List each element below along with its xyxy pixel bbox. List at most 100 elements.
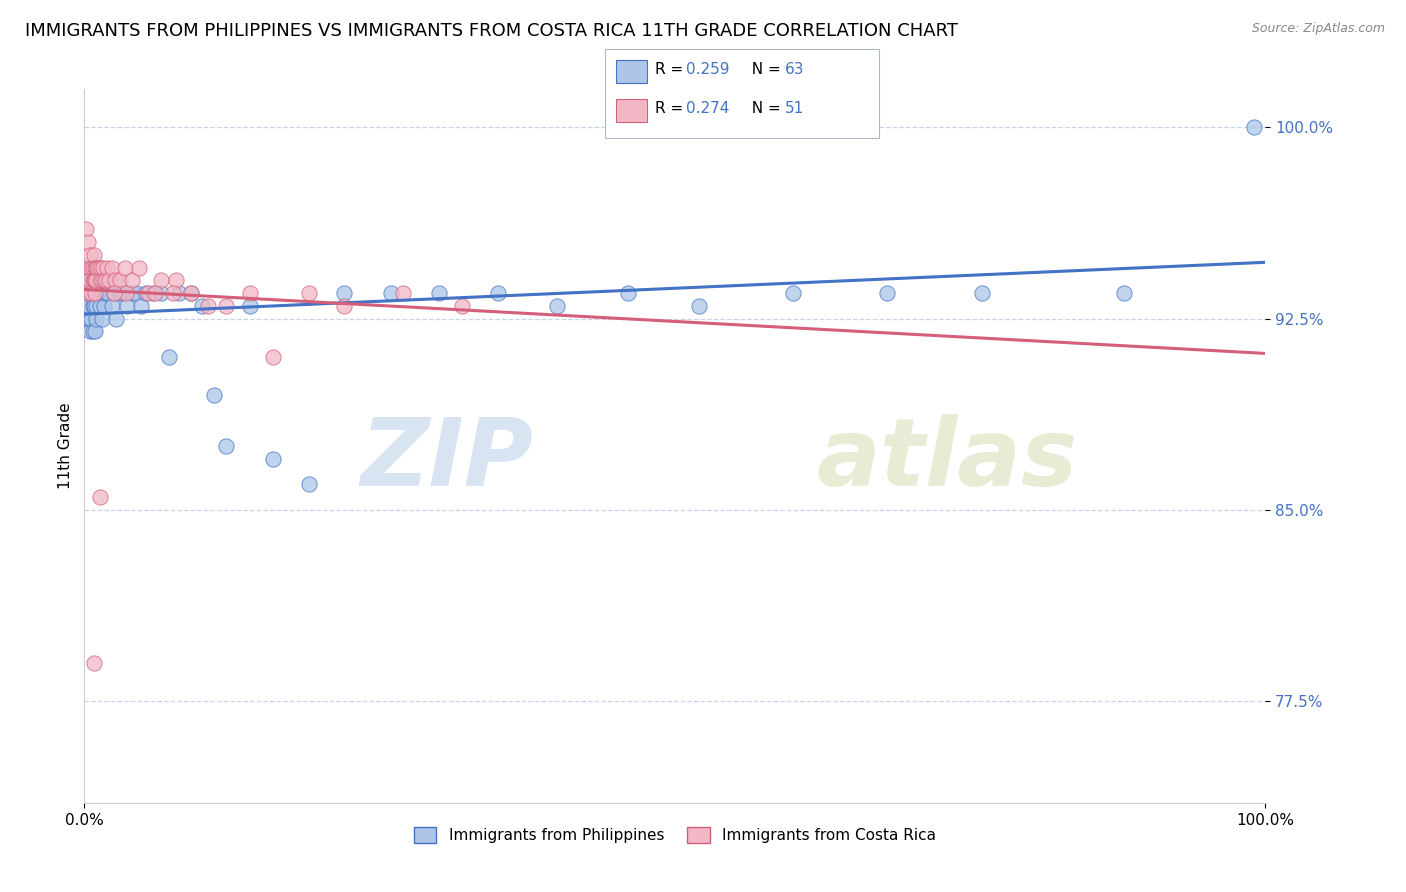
Text: IMMIGRANTS FROM PHILIPPINES VS IMMIGRANTS FROM COSTA RICA 11TH GRADE CORRELATION: IMMIGRANTS FROM PHILIPPINES VS IMMIGRANT… [25, 22, 959, 40]
Point [167, 286, 190, 301]
Point [333, 286, 356, 301]
Point [108, 273, 131, 287]
Point [77, 311, 100, 326]
Point [262, 451, 284, 466]
Point [77, 235, 100, 249]
Point [114, 286, 136, 301]
Point [91, 273, 114, 287]
Point [82, 324, 104, 338]
Point [166, 273, 188, 287]
Point [94, 286, 117, 301]
Point [82, 260, 104, 275]
Point [89, 273, 111, 287]
Point [84, 273, 107, 287]
Point [93, 299, 115, 313]
Point [546, 299, 568, 313]
Point [86, 273, 108, 287]
Point [180, 286, 202, 301]
Point [82, 273, 104, 287]
Point [142, 286, 165, 301]
Text: 0.274: 0.274 [686, 102, 730, 116]
Text: R =: R = [655, 102, 689, 116]
Point [83, 656, 105, 670]
Point [89, 490, 111, 504]
Point [239, 286, 262, 301]
Point [157, 350, 180, 364]
Point [77, 260, 100, 275]
Point [215, 299, 238, 313]
Point [83, 286, 105, 301]
Point [162, 286, 184, 301]
Point [215, 439, 238, 453]
Point [970, 286, 993, 301]
Point [91, 311, 114, 326]
Text: N =: N = [742, 102, 786, 116]
Point [79, 286, 101, 301]
Point [298, 477, 321, 491]
Point [76, 299, 98, 313]
Point [298, 286, 321, 301]
Point [84, 273, 107, 287]
Point [105, 311, 128, 326]
Point [150, 273, 173, 287]
Point [75, 222, 97, 236]
Point [77, 299, 100, 313]
Point [98, 273, 121, 287]
Point [80, 311, 103, 326]
Text: 51: 51 [785, 102, 804, 116]
Point [616, 286, 638, 301]
Point [75, 286, 97, 301]
Text: ZIP: ZIP [360, 414, 533, 507]
Point [333, 299, 356, 313]
Point [82, 299, 104, 313]
Point [80, 286, 103, 301]
Point [80, 260, 103, 275]
Point [86, 260, 108, 275]
Y-axis label: 11th Grade: 11th Grade [58, 402, 73, 490]
Point [392, 286, 415, 301]
Text: R =: R = [655, 62, 689, 77]
Point [90, 286, 112, 301]
Point [180, 286, 202, 301]
Point [135, 286, 157, 301]
Point [79, 324, 101, 338]
Point [83, 273, 105, 287]
Text: 0.259: 0.259 [686, 62, 730, 77]
Point [84, 260, 107, 275]
Point [136, 286, 159, 301]
Point [100, 299, 122, 313]
Point [83, 299, 105, 313]
Point [103, 286, 125, 301]
Point [93, 273, 115, 287]
Point [108, 286, 131, 301]
Point [104, 273, 127, 287]
Text: Source: ZipAtlas.com: Source: ZipAtlas.com [1251, 22, 1385, 36]
Point [150, 286, 173, 301]
Point [91, 260, 114, 275]
Point [121, 273, 143, 287]
Point [451, 299, 474, 313]
Point [82, 273, 104, 287]
Point [202, 388, 225, 402]
Point [87, 260, 110, 275]
Point [89, 299, 111, 313]
Point [83, 248, 105, 262]
Text: 63: 63 [785, 62, 804, 77]
Point [103, 286, 125, 301]
Point [84, 286, 107, 301]
Point [1112, 286, 1135, 301]
Point [96, 260, 118, 275]
Point [262, 350, 284, 364]
Point [84, 299, 107, 313]
Point [87, 286, 110, 301]
Point [380, 286, 402, 301]
Point [84, 286, 107, 301]
Point [97, 286, 120, 301]
Point [100, 260, 122, 275]
Point [427, 286, 450, 301]
Point [79, 273, 101, 287]
Point [80, 286, 103, 301]
Point [79, 248, 101, 262]
Point [688, 299, 710, 313]
Point [486, 286, 509, 301]
